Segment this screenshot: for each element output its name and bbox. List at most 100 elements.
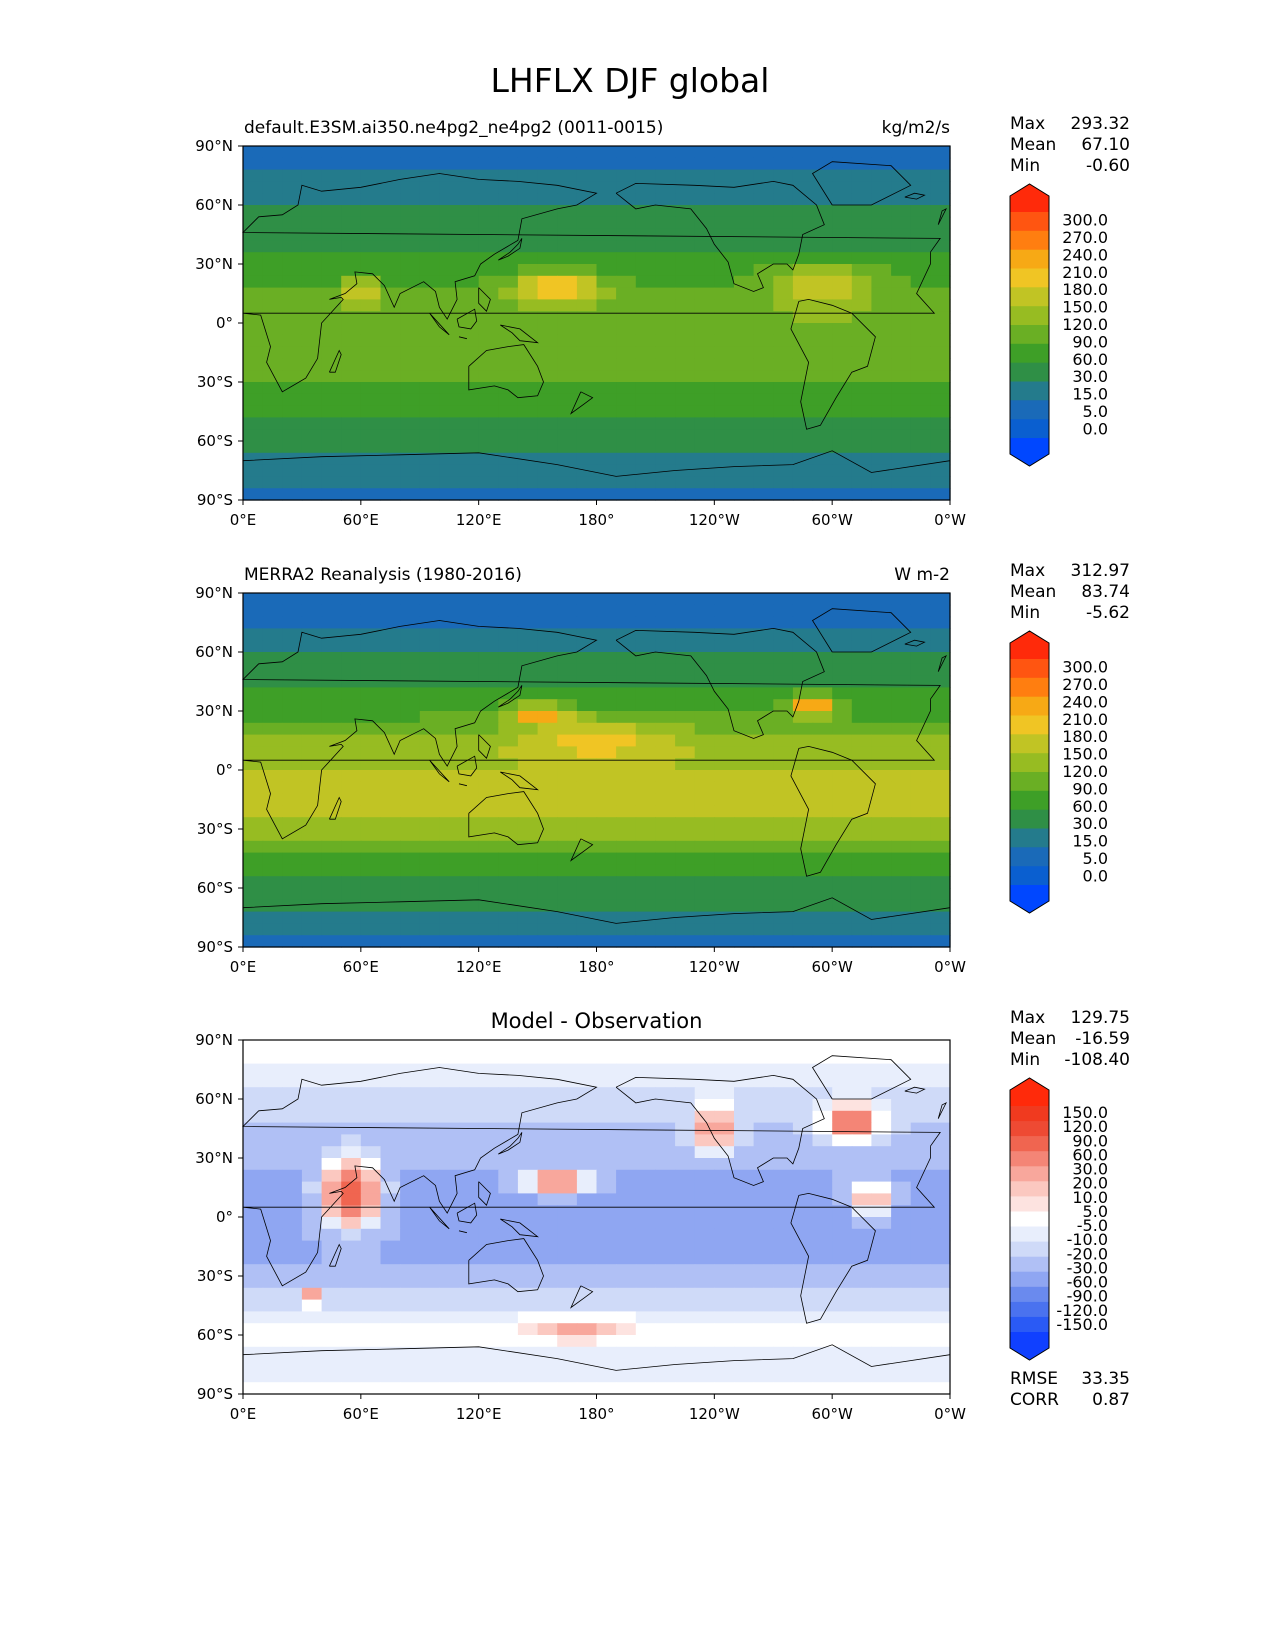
field-cell xyxy=(301,699,323,712)
colorbar-segment xyxy=(1010,230,1049,251)
field-cell xyxy=(498,1228,519,1242)
field-cell xyxy=(576,441,598,454)
field-cell xyxy=(459,216,480,230)
field-cell xyxy=(537,876,558,889)
field-cell xyxy=(439,805,460,818)
field-cell xyxy=(478,911,499,924)
field-cell xyxy=(596,781,617,795)
field-cell xyxy=(341,652,362,665)
field-cell xyxy=(360,488,381,501)
field-cell xyxy=(537,1134,558,1147)
panel-reference: MERRA2 Reanalysis (1980-2016) W m-20°E 60°… xyxy=(195,561,1130,976)
field-cell xyxy=(380,864,401,877)
field-cell xyxy=(301,899,323,913)
field-cell xyxy=(891,675,912,688)
field-cell xyxy=(321,323,342,336)
colorbar-segment xyxy=(1010,1166,1049,1182)
field-cell xyxy=(262,722,283,736)
field-cell xyxy=(341,287,362,300)
field-cell xyxy=(419,640,440,653)
field-cell xyxy=(930,628,951,641)
field-cell xyxy=(360,652,381,665)
stat-label: Max xyxy=(1010,1008,1045,1028)
field-cell xyxy=(734,299,755,312)
field-cell xyxy=(498,1099,519,1112)
stat-value: 129.75 xyxy=(1071,1008,1130,1028)
field-cell xyxy=(439,1228,460,1242)
field-cell xyxy=(773,1181,794,1194)
field-cell xyxy=(262,935,283,948)
field-cell xyxy=(557,252,578,265)
field-cell xyxy=(341,417,362,430)
field-cell xyxy=(635,393,656,407)
field-cell xyxy=(655,935,676,948)
field-cell xyxy=(655,1193,676,1206)
field-cell xyxy=(714,1382,735,1395)
field-cell xyxy=(930,699,951,712)
field-cell xyxy=(262,240,283,253)
field-cell xyxy=(792,464,814,477)
field-cell xyxy=(517,734,539,747)
colorbar: 0.05.015.030.060.090.0120.0150.0180.0210… xyxy=(1009,183,1108,467)
field-cell xyxy=(360,275,381,289)
field-cell xyxy=(243,1382,264,1395)
field-cell xyxy=(792,334,814,348)
field-cell xyxy=(459,405,480,418)
field-cell xyxy=(380,1181,401,1194)
field-cell xyxy=(753,899,774,913)
field-cell xyxy=(360,876,381,889)
field-cell xyxy=(616,1205,637,1218)
field-cell xyxy=(832,711,853,724)
y-tick-label: 30°N xyxy=(195,702,233,720)
field-cell xyxy=(321,770,342,783)
field-cell xyxy=(537,252,558,265)
field-cell xyxy=(792,888,814,901)
field-cell xyxy=(459,652,480,665)
field-cell xyxy=(478,604,499,618)
field-cell xyxy=(930,334,951,348)
field-cell xyxy=(517,287,539,300)
field-difference xyxy=(243,1040,951,1395)
field-cell xyxy=(891,441,912,454)
field-cell xyxy=(655,228,676,241)
field-cell xyxy=(360,299,381,312)
field-cell xyxy=(635,1122,656,1135)
field-cell xyxy=(635,911,656,924)
field-cell xyxy=(792,1287,814,1301)
field-cell xyxy=(910,628,931,641)
field-cell xyxy=(517,334,539,348)
field-cell xyxy=(341,1370,362,1383)
field-cell xyxy=(419,216,440,230)
field-cell xyxy=(439,228,460,241)
field-cell xyxy=(419,1110,440,1124)
field-cell xyxy=(753,616,774,629)
field-cell xyxy=(891,852,912,865)
field-cell xyxy=(262,675,283,688)
field-cell xyxy=(734,1217,755,1230)
field-cell xyxy=(380,711,401,724)
colorbar-tick-label: 60.0 xyxy=(1072,1145,1108,1164)
field-cell xyxy=(439,1122,460,1135)
field-cell xyxy=(282,640,303,653)
field-cell xyxy=(262,405,283,418)
field-cell xyxy=(635,287,656,300)
coastline xyxy=(790,298,876,430)
field-cell xyxy=(734,1370,755,1383)
field-cell xyxy=(576,829,598,842)
field-cell xyxy=(655,1063,676,1076)
field-cell xyxy=(419,1040,440,1053)
colorbar-tick-label: 30.0 xyxy=(1072,1160,1108,1179)
field-cell xyxy=(792,652,814,665)
field-cell xyxy=(400,1146,421,1159)
field-cell xyxy=(694,1205,715,1218)
field-cell xyxy=(694,441,715,454)
field-cell xyxy=(792,275,814,289)
field-cell xyxy=(557,935,578,948)
field-cell xyxy=(380,1252,401,1265)
field-cell xyxy=(792,876,814,889)
field-cell xyxy=(930,1146,951,1159)
field-cell xyxy=(792,488,814,501)
field-cell xyxy=(243,1228,264,1242)
field-cell xyxy=(341,888,362,901)
field-cell xyxy=(301,817,323,830)
